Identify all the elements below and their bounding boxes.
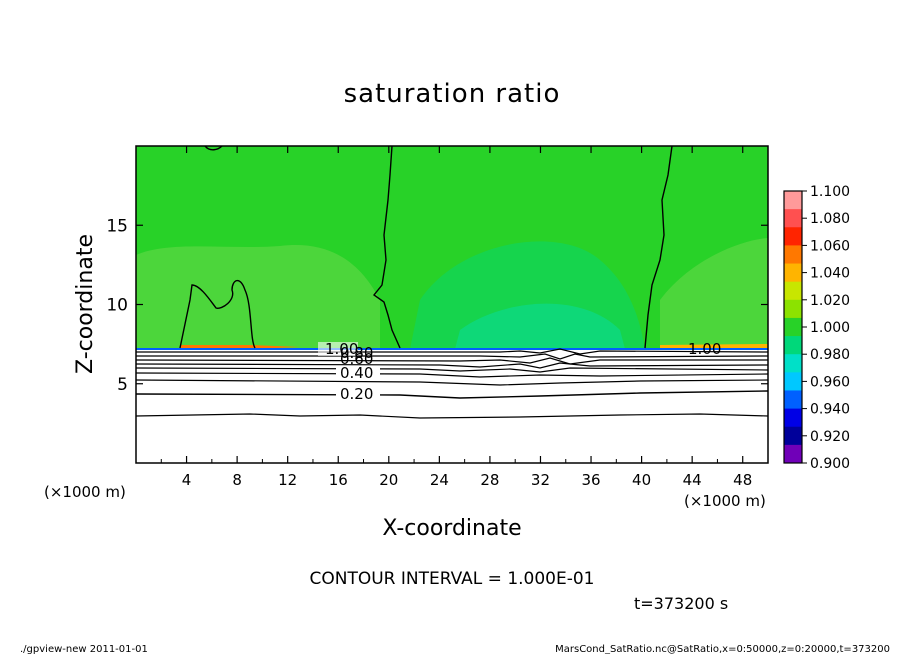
colorbar-level-label: 1.040 (810, 266, 850, 282)
colorbar-level-label: 1.100 (810, 184, 850, 200)
contour-line-050 (136, 367, 768, 373)
colorbar-swatch (784, 336, 802, 355)
colorbar-swatch (784, 263, 802, 283)
colorbar-swatch (784, 354, 802, 373)
contour-line-010 (136, 413, 768, 419)
contour-line-s100-left (179, 279, 256, 349)
contour-line-060 (136, 362, 768, 369)
colorbar-level-label: 0.960 (810, 374, 850, 390)
colorbar-level-label: 0.900 (810, 456, 850, 472)
contour-line-070 (136, 357, 768, 365)
field-dry-patch (410, 241, 645, 349)
colorbar-swatch (784, 299, 802, 319)
contour-line-s100-mid (372, 146, 401, 349)
colorbar-level-label: 1.020 (810, 293, 850, 309)
colorbar-swatch (784, 227, 802, 246)
x-tick-label: 4 (182, 471, 192, 489)
footer-right-text: MarsCond_SatRatio.nc@SatRatio,x=0:50000,… (555, 644, 890, 654)
colorbar-level-label: 1.080 (810, 211, 850, 227)
x-tick-label: 28 (480, 471, 499, 489)
y-tick-label: 15 (106, 216, 128, 236)
colorbar-level-label: 1.060 (810, 238, 850, 254)
contour-line-s100-right (644, 146, 673, 349)
y-tick-label: 5 (117, 375, 128, 395)
contour-interval-note: CONTOUR INTERVAL = 1.000E-01 (310, 569, 595, 589)
x-tick-label: 8 (232, 471, 242, 489)
y-axis-label: Z-coordinate (73, 234, 98, 374)
contour-line-top-left (204, 146, 223, 151)
x-tick-label: 16 (329, 471, 348, 489)
field-lighter-patch-left (136, 245, 380, 349)
y-axis-unit: (×1000 m) (44, 483, 126, 501)
colorbar-swatch (784, 372, 802, 391)
x-tick-label: 20 (379, 471, 398, 489)
colorbar-swatch (784, 408, 802, 428)
colorbar-swatch (784, 444, 802, 464)
x-axis: 4 8 12 16 20 24 28 32 36 40 44 48 (160, 146, 752, 489)
colorbar-swatch (784, 426, 802, 446)
x-axis-label: X-coordinate (382, 516, 521, 541)
colorbar-swatch (784, 209, 802, 228)
contour-label: 0.40 (340, 364, 373, 382)
y-tick-label: 10 (106, 296, 128, 316)
x-tick-label: 36 (581, 471, 600, 489)
colorbar-swatch (784, 281, 802, 301)
colorbar-swatch (784, 191, 802, 210)
contour-label: 0.60 (340, 350, 373, 368)
x-axis-unit: (×1000 m) (684, 492, 766, 510)
surface-orange-band-right (660, 344, 768, 349)
contour-label: 0.80 (340, 344, 373, 362)
colorbar-level-label: 0.980 (810, 347, 850, 363)
x-tick-label: 40 (632, 471, 651, 489)
plot-area: 1.00 0.80 0.60 0.40 0.20 1.00 (136, 146, 768, 463)
footer-left-text: ./gpview-new 2011-01-01 (20, 644, 148, 654)
field-dry-core (455, 303, 625, 349)
contour-label: 1.00 (688, 340, 721, 358)
colorbar: 1.100 1.080 1.060 1.040 1.020 1.000 0.980 0.960… (783, 184, 850, 472)
x-tick-label: 44 (683, 471, 702, 489)
colorbar-level-label: 0.920 (810, 429, 850, 445)
time-annotation: t=373200 s (634, 594, 728, 613)
contour-line-030 (136, 379, 768, 386)
x-tick-label: 48 (733, 471, 752, 489)
colorbar-swatch (784, 390, 802, 410)
contour-line-080 (136, 353, 768, 360)
colorbar-swatch (784, 245, 802, 265)
contour-label: 1.00 (325, 340, 358, 358)
colorbar-level-label: 1.000 (810, 320, 850, 336)
field-lighter-patch-right (660, 238, 768, 349)
y-axis: 5 10 15 (106, 216, 768, 395)
contour-line-090 (136, 348, 768, 355)
contour-label: 0.20 (340, 385, 373, 403)
chart-title: saturation ratio (344, 79, 561, 109)
x-tick-label: 12 (278, 471, 297, 489)
colorbar-level-label: 0.940 (810, 402, 850, 418)
colorbar-swatch (784, 317, 802, 337)
x-tick-label: 24 (430, 471, 449, 489)
x-tick-label: 32 (531, 471, 550, 489)
